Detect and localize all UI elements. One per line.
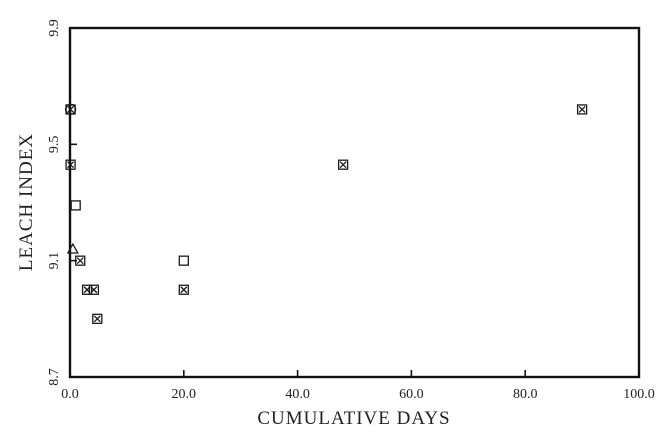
y-tick-label: 9.1 bbox=[47, 252, 62, 270]
point-square bbox=[70, 200, 81, 211]
series-triangle bbox=[66, 242, 79, 254]
point-square bbox=[81, 284, 93, 295]
y-tick-label: 9.5 bbox=[47, 136, 62, 154]
point-circle bbox=[64, 103, 77, 116]
point-cross bbox=[67, 161, 75, 169]
y-axis-title: LEACH INDEX bbox=[16, 133, 37, 271]
point-square bbox=[178, 255, 189, 266]
plot-frame bbox=[68, 26, 641, 379]
point-cross bbox=[93, 315, 101, 323]
point-square bbox=[75, 255, 86, 266]
x-tick-label: 60.0 bbox=[399, 387, 424, 402]
point-square bbox=[337, 159, 349, 170]
point-square bbox=[576, 104, 588, 115]
point-cross bbox=[180, 286, 188, 294]
series-circle bbox=[64, 103, 77, 116]
data-points bbox=[64, 103, 588, 324]
point-square bbox=[92, 313, 103, 324]
point-cross bbox=[67, 105, 75, 113]
x-tick-label: 40.0 bbox=[285, 387, 310, 402]
y-tick-label: 9.9 bbox=[47, 19, 62, 37]
point-square bbox=[178, 284, 189, 295]
point-cross bbox=[76, 257, 84, 265]
x-tick-label: 20.0 bbox=[172, 387, 197, 402]
x-tick-label: 80.0 bbox=[513, 387, 538, 402]
point-cross bbox=[83, 286, 91, 294]
x-tick-label: 0.0 bbox=[61, 387, 79, 402]
point-triangle bbox=[66, 242, 79, 254]
point-cross bbox=[578, 105, 586, 113]
y-tick-label: 8.7 bbox=[47, 368, 62, 386]
point-cross bbox=[90, 286, 98, 294]
axis-ticks: 0.0 20.0 40.0 60.0 80.0 100.0 8.7 9.1 9.5 9.9 bbox=[47, 19, 655, 402]
series-square bbox=[65, 104, 588, 324]
point-cross bbox=[339, 161, 347, 169]
x-tick-label: 100.0 bbox=[623, 387, 655, 402]
point-square bbox=[88, 284, 100, 295]
series-cross-square bbox=[67, 105, 586, 323]
point-square bbox=[65, 159, 76, 170]
x-axis-title: CUMULATIVE DAYS bbox=[257, 408, 450, 429]
